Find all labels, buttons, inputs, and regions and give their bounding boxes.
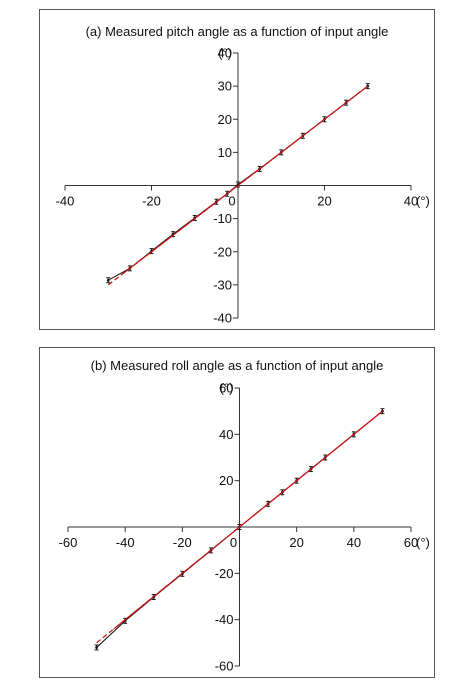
x-tick-label: 40 <box>404 194 418 209</box>
y-tick-label: -30 <box>213 277 232 292</box>
x-tick-label: 20 <box>317 194 331 209</box>
x-tick-label: 60 <box>404 535 418 550</box>
x-tick-label: 20 <box>289 535 303 550</box>
y-tick-label: 10 <box>218 145 232 160</box>
y-tick-label: -40 <box>215 612 234 627</box>
y-tick-label: -20 <box>215 566 234 581</box>
y-tick-label: -40 <box>213 311 232 326</box>
y-tick-label: -60 <box>215 659 234 674</box>
x-tick-label: 0 <box>228 194 235 209</box>
y-tick-label: -20 <box>213 244 232 259</box>
y-tick-label: 60 <box>219 381 233 396</box>
y-axis-label: (°) <box>220 381 234 396</box>
y-tick-label: -10 <box>213 211 232 226</box>
x-axis-label: (°) <box>416 194 430 209</box>
x-tick-label: 40 <box>347 535 361 550</box>
x-tick-label: -20 <box>142 194 161 209</box>
y-tick-label: 40 <box>218 46 232 61</box>
x-tick-label: -40 <box>56 194 75 209</box>
data-point <box>106 278 110 282</box>
x-axis-label: (°) <box>416 535 430 550</box>
chart-title: (a) Measured pitch angle as a function o… <box>85 24 389 39</box>
fit-line-solid <box>123 85 369 274</box>
fit-line-solid <box>113 410 383 630</box>
chart-title: (b) Measured roll angle as a function of… <box>90 358 384 373</box>
y-tick-label: 30 <box>218 79 232 94</box>
x-tick-label: -60 <box>59 535 78 550</box>
x-tick-label: -20 <box>173 535 192 550</box>
data-point <box>95 646 98 649</box>
x-tick-label: 0 <box>230 535 237 550</box>
roll-chart-panel: (b) Measured roll angle as a function of… <box>39 347 435 678</box>
x-tick-label: -40 <box>116 535 135 550</box>
y-axis-label: (°) <box>218 46 232 61</box>
pitch-chart-panel: (a) Measured pitch angle as a function o… <box>39 9 435 330</box>
y-tick-label: 20 <box>219 473 233 488</box>
y-tick-label: 20 <box>218 112 232 127</box>
y-tick-label: 40 <box>219 427 233 442</box>
